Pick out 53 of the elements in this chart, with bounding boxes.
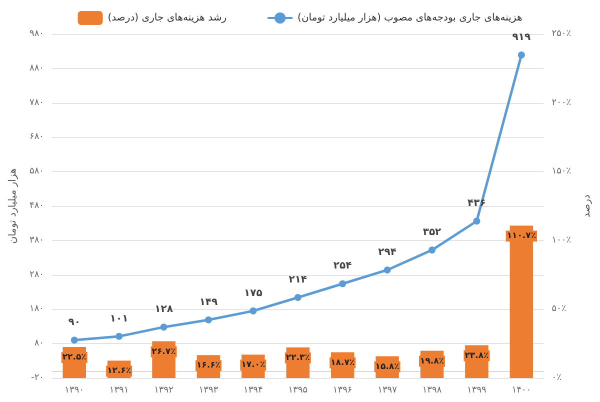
legend-label: هزینه‌های جاری بودجه‌های مصوب (هزار میلیارد تومان) <box>298 12 522 24</box>
y2-tick-label: ۲۵۰٪ <box>552 29 572 39</box>
x-tick-label: ۱۳۹۰ <box>64 386 84 396</box>
y-tick-label: ۱۸۰ <box>29 304 44 314</box>
data-label: ۲۵۴ <box>333 260 352 272</box>
y2-tick-label: ۲۰۰٪ <box>552 98 572 108</box>
y2-tick-label: ۰٪ <box>552 373 562 383</box>
x-tick-label: ۱۳۹۷ <box>378 386 398 396</box>
data-label: ۲۲.۵٪ <box>62 352 86 363</box>
data-label: ۱۸.۷٪ <box>330 358 355 368</box>
x-tick-label: ۱۴۰۰ <box>512 386 532 396</box>
y-tick-label: ۹۸۰ <box>29 29 44 39</box>
data-label: ۱۹.۸٪ <box>420 356 444 366</box>
data-label: ۱۵.۸٪ <box>375 362 400 372</box>
x-tick-label: ۱۳۹۱ <box>109 386 129 396</box>
y-tick-label: ۸۰ <box>34 338 44 349</box>
data-label: ۳۵۲ <box>422 227 442 238</box>
data-label: ۱۶.۶٪ <box>196 360 220 371</box>
x-tick-label: ۱۳۹۶ <box>332 386 352 396</box>
x-tick-label: ۱۳۹۴ <box>244 386 264 396</box>
data-label: ۱۲۸ <box>154 304 173 316</box>
data-label: ۹۰ <box>68 317 80 328</box>
x-tick-label: ۱۳۹۹ <box>467 386 487 396</box>
y-tick-label: ۴۸۰ <box>29 201 44 211</box>
y-tick-label: ۳۸۰ <box>29 235 44 246</box>
y2-tick-label: ۱۵۰٪ <box>552 166 572 177</box>
y-tick-label: ۸۸۰ <box>29 63 44 74</box>
y-tick-label: ۵۸۰ <box>29 166 44 177</box>
x-tick-label: ۱۳۹۲ <box>154 386 174 396</box>
y-axis-title: هزار میلیارد تومان <box>8 168 18 244</box>
x-tick-label: ۱۳۹۳ <box>198 386 218 396</box>
data-label: ۲۱۴ <box>288 274 308 286</box>
legend-label: رشد هزینه‌های جاری (درصد) <box>108 12 227 24</box>
y-tick-label: ۷۸۰ <box>29 98 44 108</box>
data-label: ۲۳.۸٪ <box>464 350 489 361</box>
data-label: ۱۷۵ <box>244 288 262 299</box>
x-tick-label: ۱۳۹۵ <box>288 386 308 396</box>
data-label: ۲۲.۳٪ <box>286 352 310 363</box>
data-label: ۱۱۰.۷٪ <box>506 231 536 242</box>
y-tick-label: ۲۸۰ <box>29 270 44 280</box>
data-label: ۱۴۹ <box>199 296 218 308</box>
y2-axis-title: درصد <box>582 194 592 218</box>
data-label: ۱۰۱ <box>110 313 128 324</box>
data-label: ۱۲.۶٪ <box>107 366 132 376</box>
data-label: ۱۷.۰٪ <box>241 360 266 370</box>
data-label: ۹۱۹ <box>512 32 531 43</box>
x-tick-label: ۱۳۹۸ <box>422 386 442 396</box>
y2-tick-label: ۱۰۰٪ <box>552 235 572 246</box>
data-label: ۲۹۴ <box>378 246 396 258</box>
y-tick-label: -۲۰ <box>31 373 44 383</box>
data-label: ۲۶.۷٪ <box>152 346 176 357</box>
y2-tick-label: ۵۰٪ <box>552 304 566 314</box>
y-tick-label: ۶۸۰ <box>29 132 44 142</box>
